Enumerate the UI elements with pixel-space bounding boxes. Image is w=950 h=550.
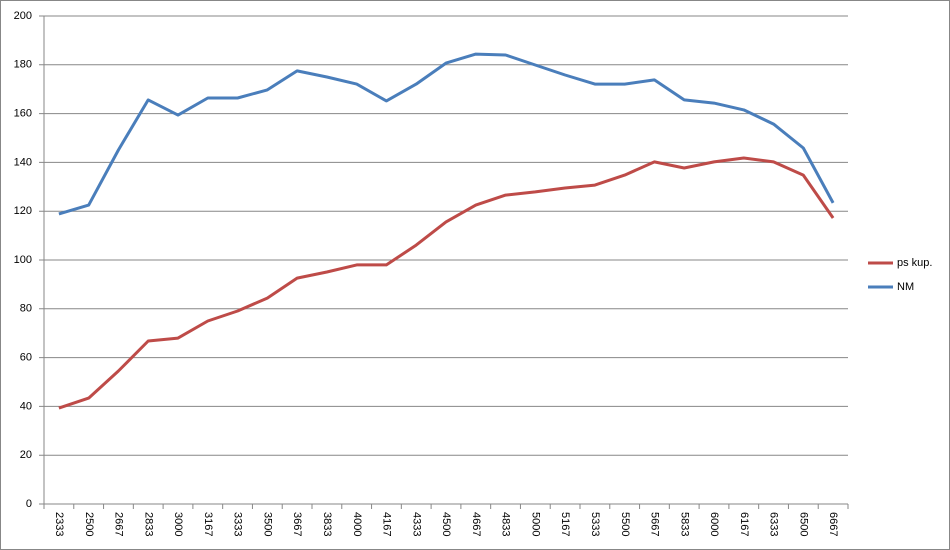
x-tick-label: 5000 [529,512,541,536]
x-tick-label: 4500 [440,512,452,536]
x-tick-label: 3333 [232,512,244,536]
x-tick-label: 5167 [559,512,571,536]
y-tick-label: 80 [20,303,32,315]
x-tick-label: 5500 [619,512,631,536]
x-tick-label: 6000 [708,512,720,536]
legend-label: ps kup. [897,257,932,269]
y-tick-label: 20 [20,449,32,461]
series-line [58,156,835,410]
x-tick-label: 5667 [649,512,661,536]
y-tick-label: 180 [14,59,32,71]
x-tick-label: 3833 [321,512,333,536]
series-line [58,52,835,216]
x-tick-label: 2667 [113,512,125,536]
x-tick-label: 2500 [83,512,95,536]
x-tick-label: 6667 [827,512,839,536]
x-tick-label: 3667 [291,512,303,536]
x-tick-label: 3167 [202,512,214,536]
legend-label: NM [897,281,914,293]
y-tick-label: 100 [14,254,32,266]
x-tick-label: 2333 [53,512,65,536]
x-tick-label: 6500 [797,512,809,536]
y-tick-label: 120 [14,205,32,217]
y-tick-label: 60 [20,352,32,364]
y-tick-label: 0 [26,498,32,510]
x-tick-label: 3000 [172,512,184,536]
y-tick-label: 200 [14,10,32,22]
y-tick-label: 40 [20,400,32,412]
x-tick-label: 4667 [470,512,482,536]
x-tick-label: 6167 [738,512,750,536]
x-tick-label: 6333 [768,512,780,536]
x-tick-label: 4833 [500,512,512,536]
x-tick-label: 2833 [142,512,154,536]
x-tick-label: 5333 [589,512,601,536]
y-tick-label: 160 [14,108,32,120]
y-tick-label: 140 [14,156,32,168]
x-tick-label: 4333 [410,512,422,536]
x-tick-label: 5833 [678,512,690,536]
x-tick-label: 3500 [261,512,273,536]
x-tick-label: 4167 [381,512,393,536]
x-tick-label: 4000 [351,512,363,536]
